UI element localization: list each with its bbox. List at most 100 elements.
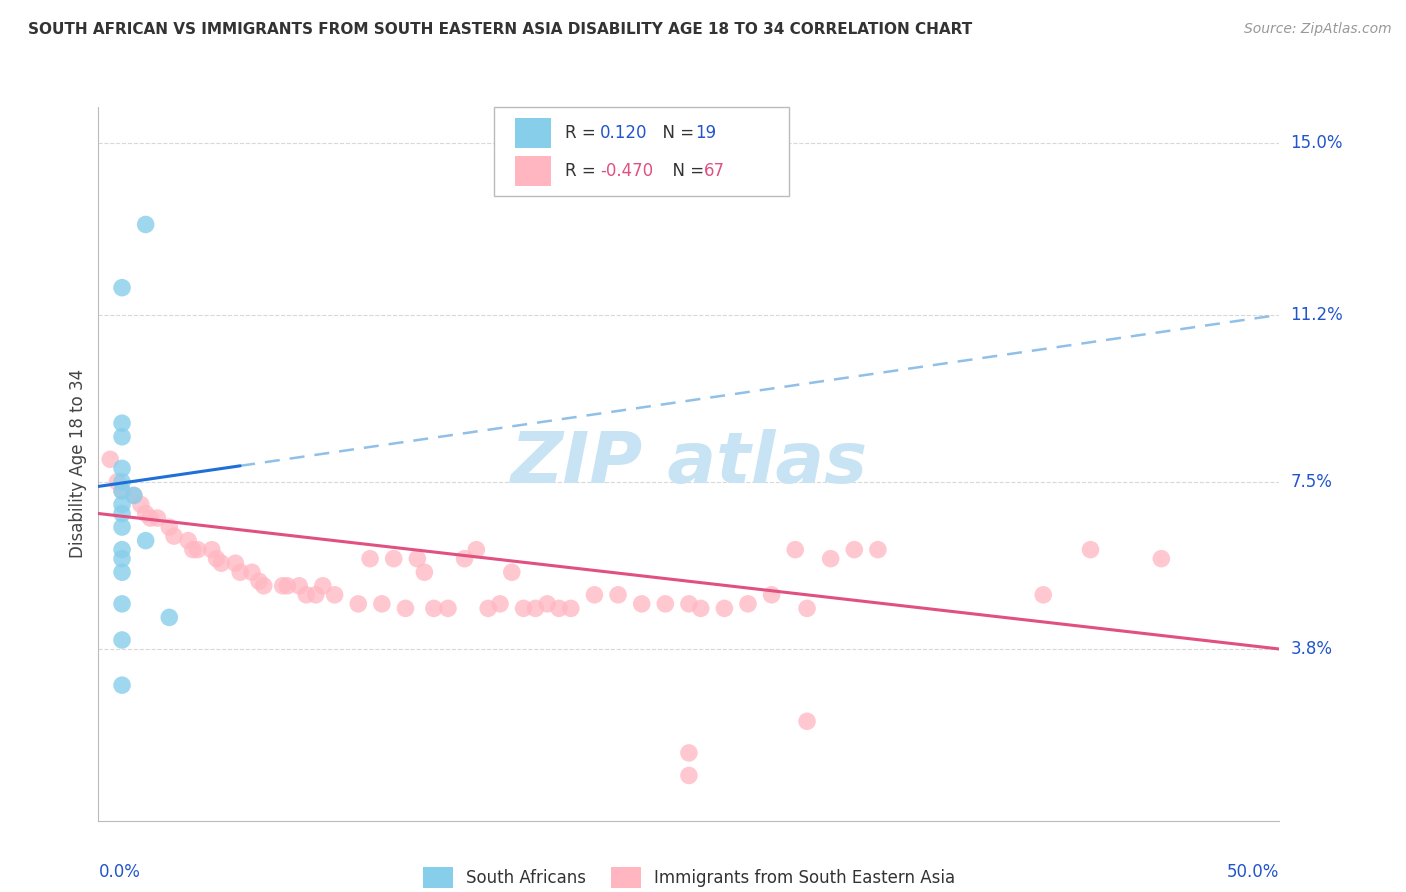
Point xyxy=(224,556,246,570)
Point xyxy=(111,678,134,692)
Point xyxy=(146,511,169,525)
FancyBboxPatch shape xyxy=(516,155,551,186)
Point xyxy=(737,597,759,611)
Point xyxy=(406,551,429,566)
Point xyxy=(761,588,783,602)
Point xyxy=(654,597,676,611)
Point xyxy=(111,566,134,580)
Text: 7.5%: 7.5% xyxy=(1291,473,1333,491)
Point xyxy=(163,529,186,543)
Point xyxy=(1080,542,1102,557)
Point xyxy=(477,601,499,615)
Text: 0.120: 0.120 xyxy=(600,124,648,142)
Point xyxy=(785,542,807,557)
Text: ZIP atlas: ZIP atlas xyxy=(510,429,868,499)
Point xyxy=(295,588,318,602)
Point xyxy=(177,533,200,548)
Point xyxy=(111,281,134,295)
Point xyxy=(489,597,512,611)
Point xyxy=(678,597,700,611)
Point xyxy=(371,597,394,611)
Point xyxy=(560,601,582,615)
Point xyxy=(157,610,180,624)
Point xyxy=(678,768,700,782)
Point xyxy=(111,416,134,430)
Point xyxy=(501,566,523,580)
Point xyxy=(181,542,204,557)
Text: 50.0%: 50.0% xyxy=(1227,863,1279,881)
Point xyxy=(844,542,866,557)
Point xyxy=(111,551,134,566)
Point xyxy=(465,542,488,557)
Text: R =: R = xyxy=(565,161,600,179)
Point xyxy=(111,461,134,475)
Point xyxy=(796,601,818,615)
FancyBboxPatch shape xyxy=(516,118,551,148)
Point xyxy=(111,632,134,647)
Point xyxy=(689,601,711,615)
Point xyxy=(713,601,735,615)
Text: N =: N = xyxy=(652,124,700,142)
Point xyxy=(111,507,134,521)
Point xyxy=(1150,551,1173,566)
Point xyxy=(453,551,475,566)
Point xyxy=(111,430,134,444)
Text: Source: ZipAtlas.com: Source: ZipAtlas.com xyxy=(1244,22,1392,37)
Text: 15.0%: 15.0% xyxy=(1291,134,1343,153)
Point xyxy=(201,542,224,557)
Point xyxy=(382,551,405,566)
Text: N =: N = xyxy=(662,161,709,179)
Point xyxy=(205,551,228,566)
Point xyxy=(187,542,209,557)
Point xyxy=(253,579,276,593)
Text: 67: 67 xyxy=(704,161,725,179)
Point xyxy=(276,579,298,593)
Point xyxy=(229,566,252,580)
Text: 11.2%: 11.2% xyxy=(1291,306,1343,324)
Point xyxy=(247,574,270,589)
Text: R =: R = xyxy=(565,124,600,142)
Point xyxy=(105,475,128,489)
Point xyxy=(129,498,152,512)
Point xyxy=(820,551,842,566)
Point xyxy=(98,452,121,467)
Point xyxy=(437,601,460,615)
Point xyxy=(866,542,889,557)
Point xyxy=(678,746,700,760)
Point xyxy=(413,566,436,580)
Point xyxy=(111,520,134,534)
Point xyxy=(111,498,134,512)
Point xyxy=(135,218,157,232)
Point xyxy=(423,601,446,615)
Point xyxy=(111,542,134,557)
Point xyxy=(209,556,232,570)
FancyBboxPatch shape xyxy=(494,107,789,196)
Point xyxy=(796,714,818,729)
Point xyxy=(630,597,652,611)
Text: -0.470: -0.470 xyxy=(600,161,654,179)
Point xyxy=(512,601,534,615)
Text: 0.0%: 0.0% xyxy=(98,863,141,881)
Y-axis label: Disability Age 18 to 34: Disability Age 18 to 34 xyxy=(69,369,87,558)
Point xyxy=(135,507,157,521)
Point xyxy=(347,597,370,611)
Point xyxy=(359,551,381,566)
Text: 3.8%: 3.8% xyxy=(1291,640,1333,658)
Point xyxy=(111,475,134,489)
Point xyxy=(111,597,134,611)
Point xyxy=(1032,588,1054,602)
Point xyxy=(548,601,571,615)
Text: SOUTH AFRICAN VS IMMIGRANTS FROM SOUTH EASTERN ASIA DISABILITY AGE 18 TO 34 CORR: SOUTH AFRICAN VS IMMIGRANTS FROM SOUTH E… xyxy=(28,22,973,37)
Point xyxy=(157,520,180,534)
Point xyxy=(583,588,606,602)
Legend: South Africans, Immigrants from South Eastern Asia: South Africans, Immigrants from South Ea… xyxy=(416,861,962,892)
Point xyxy=(536,597,558,611)
Point xyxy=(394,601,416,615)
Point xyxy=(323,588,346,602)
Point xyxy=(122,488,145,502)
Point xyxy=(240,566,263,580)
Point xyxy=(288,579,311,593)
Point xyxy=(271,579,294,593)
Text: 19: 19 xyxy=(695,124,716,142)
Point xyxy=(139,511,162,525)
